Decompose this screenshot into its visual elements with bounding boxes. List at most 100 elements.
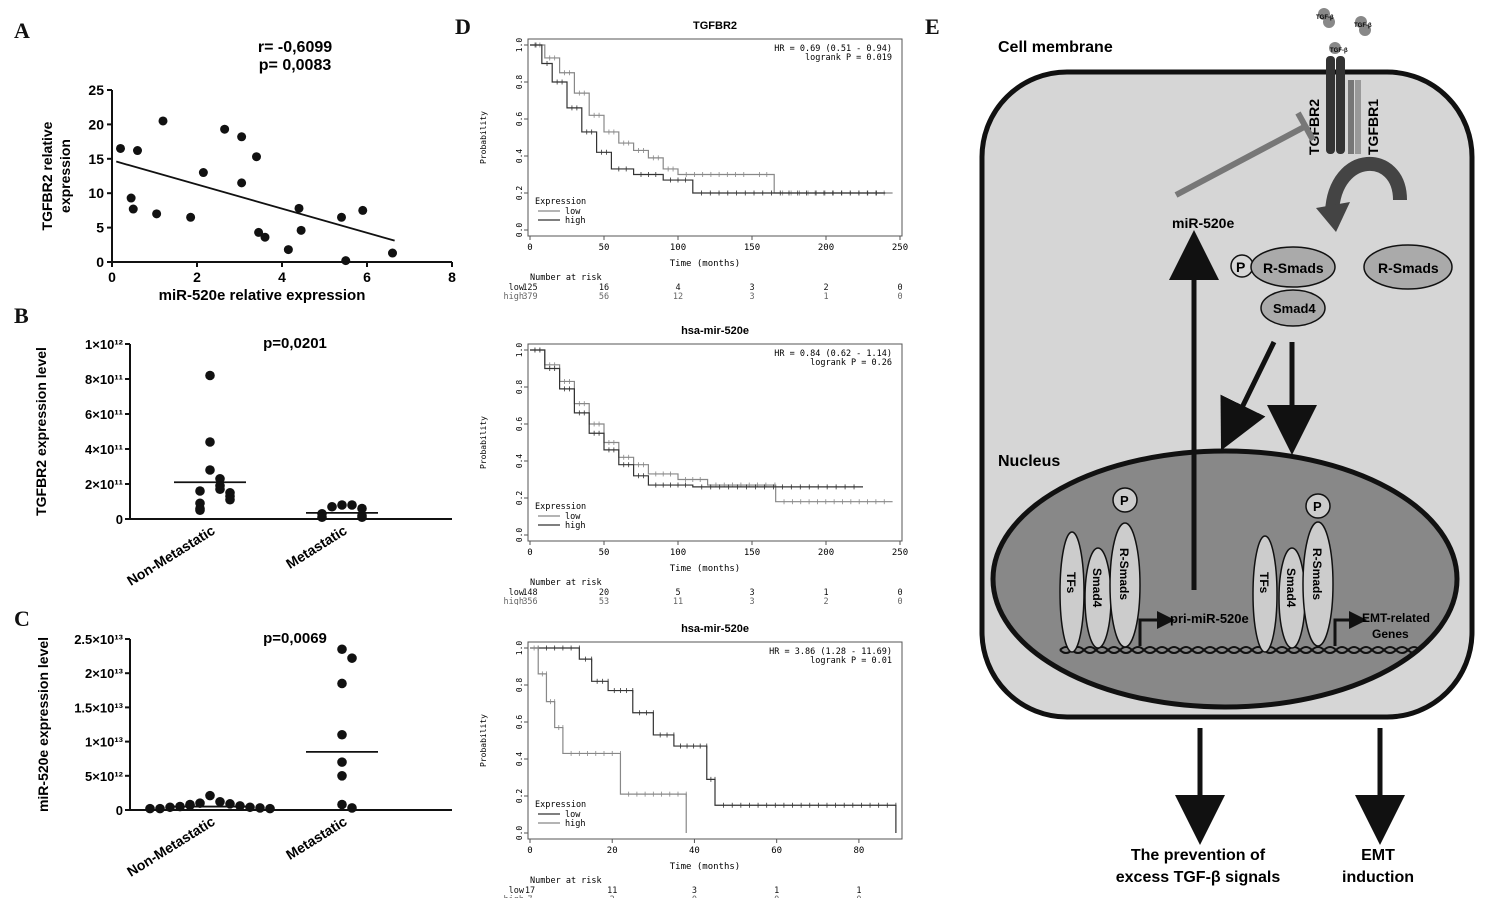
survival-curve-high	[530, 647, 687, 833]
scatter-point	[198, 168, 208, 178]
x-category-label: Non-Metastatic	[124, 813, 218, 880]
y-tick-label: 1.0	[515, 343, 524, 358]
scatter-point	[294, 203, 304, 213]
free-rsmads: R-Smads	[1363, 244, 1453, 290]
data-point	[245, 802, 255, 813]
risk-value: 3	[692, 886, 697, 896]
legend-title: Expression	[535, 502, 586, 512]
data-point	[195, 798, 205, 808]
svg-text:P: P	[1313, 499, 1322, 514]
data-point	[165, 802, 175, 813]
y-tick-label: 2×10¹¹	[85, 477, 123, 492]
hazard-ratio-label: HR = 0.84 (0.62 - 1.14)	[774, 349, 892, 359]
risk-value: 148	[522, 588, 537, 598]
y-tick-label: 0.2	[515, 491, 524, 506]
y-tick-label: 5×10¹²	[85, 769, 124, 784]
scatter-point	[283, 245, 293, 255]
pathway-diagram: Cell membrane TGF-β TGF-β TGF-β TGFBR2 T…	[979, 8, 1475, 886]
x-axis-title: Time (months)	[670, 862, 740, 872]
data-point	[145, 803, 155, 814]
survival-curve-high	[530, 44, 886, 194]
risk-value: 3	[749, 283, 754, 293]
x-tick-label: 0	[527, 846, 532, 856]
km-title: hsa-mir-520e	[681, 623, 749, 635]
x-tick-label: 4	[278, 269, 286, 285]
risk-row-label: high	[504, 292, 524, 302]
survival-curve-low	[530, 349, 893, 503]
risk-value: 17	[525, 886, 535, 896]
risk-value: 4	[675, 283, 680, 293]
x-tick-label: 80	[853, 846, 864, 856]
risk-value: 0	[897, 283, 902, 293]
pri-mir-label: pri-miR-520e	[1170, 611, 1249, 626]
data-point	[185, 800, 195, 811]
plot-frame	[527, 343, 903, 542]
y-tick-label: 0.0	[515, 223, 524, 238]
x-tick-label: 0	[527, 243, 532, 253]
data-point	[357, 503, 367, 514]
tgfbr2-receptor: TGFBR2	[1306, 56, 1345, 155]
svg-text:Smad4: Smad4	[1284, 568, 1298, 608]
legend-label-high: high	[565, 216, 585, 226]
x-tick-label: 100	[670, 548, 686, 558]
y-tick-label: 0.6	[515, 112, 524, 127]
x-tick-label: 200	[818, 243, 834, 253]
output-emt-line2: induction	[1342, 869, 1414, 886]
risk-value: 1	[774, 886, 779, 896]
svg-text:R-Smads: R-Smads	[1263, 260, 1324, 276]
scatter-point	[252, 152, 261, 162]
scatter-point	[186, 212, 196, 222]
hazard-ratio-label: HR = 0.69 (0.51 - 0.94)	[774, 44, 892, 54]
y-tick-label: 2.5×10¹³	[74, 632, 123, 647]
smad-arrow-1	[1220, 340, 1277, 451]
data-point	[225, 494, 235, 505]
output-emt-line1: EMT	[1361, 847, 1395, 864]
risk-row-label: low	[509, 588, 525, 598]
scatter-point	[237, 132, 247, 142]
p-value-label: p=0,0201	[263, 335, 327, 352]
risk-value: 20	[599, 588, 609, 598]
y-tick-label: 0.0	[515, 528, 524, 543]
y-tick-label: 0.4	[515, 752, 524, 767]
risk-value: 7	[527, 895, 532, 898]
panel-letter-b: B	[14, 303, 29, 328]
mir520e-dot-plot: p=0,0069 0 5×10¹² 1×10¹³ 1.5×10¹³ 2×10¹³ 2.5×1…	[35, 630, 452, 880]
output-prevention-line2: excess TGF-β signals	[1116, 869, 1281, 886]
legend-title: Expression	[535, 197, 586, 207]
x-tick-label: 60	[771, 846, 782, 856]
scatter-point	[133, 146, 142, 156]
plot-frame	[527, 38, 903, 237]
km-title: hsa-mir-520e	[681, 325, 749, 337]
y-tick-label: 0	[116, 512, 123, 527]
x-tick-label: 40	[689, 846, 700, 856]
risk-value: 0	[897, 292, 902, 302]
y-axis-title: Probability	[479, 714, 488, 767]
inhibition-line	[1174, 123, 1308, 198]
risk-value: 1	[823, 292, 828, 302]
y-axis-title: Probability	[479, 416, 488, 469]
y-tick-label: 1.5×10¹³	[74, 700, 123, 715]
svg-text:R-Smads: R-Smads	[1117, 548, 1131, 600]
data-point	[155, 803, 165, 814]
legend-label-low: low	[565, 207, 581, 217]
data-point	[265, 803, 275, 814]
scatter-point	[128, 204, 138, 214]
y-tick-label: 1×10¹²	[85, 337, 124, 352]
panel-letter-d: D	[455, 14, 471, 39]
x-tick-label: 150	[744, 243, 760, 253]
promoter-arrow-right	[1333, 611, 1367, 646]
x-tick-label: 20	[607, 846, 618, 856]
risk-value: 0	[897, 597, 902, 605]
data-point	[317, 512, 327, 523]
scatter-point	[152, 209, 162, 219]
y-tick-label: 1.0	[515, 38, 524, 53]
y-tick-label: 0.8	[515, 380, 524, 395]
risk-value: 0	[897, 588, 902, 598]
data-point	[215, 484, 225, 495]
logrank-label: logrank P = 0.01	[810, 656, 892, 666]
y-tick-label: 0.4	[515, 454, 524, 469]
scatter-point	[116, 143, 125, 153]
data-point	[357, 512, 367, 523]
data-point	[347, 803, 357, 813]
